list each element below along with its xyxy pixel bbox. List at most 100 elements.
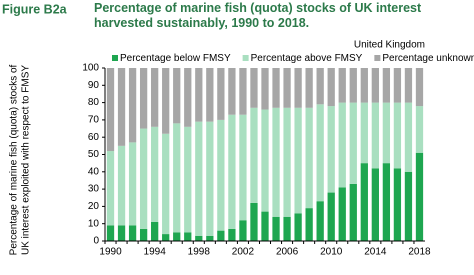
bar-segment	[206, 121, 214, 236]
bar-segment	[283, 107, 291, 217]
y-tick-label: 20	[88, 201, 100, 212]
bar-segment	[162, 133, 170, 235]
legend-label: Percentage below FMSY	[120, 53, 231, 64]
bar-segment	[316, 68, 324, 105]
bar-segment	[327, 106, 335, 193]
bar-segment	[173, 68, 181, 124]
bar-segment	[338, 187, 346, 241]
bar-segment	[151, 68, 159, 127]
bar-segment	[117, 68, 126, 146]
bar-segment	[327, 68, 335, 107]
bar-segment	[404, 171, 413, 241]
y-tick-label: 50	[88, 149, 100, 160]
bar-segment	[316, 201, 324, 241]
x-tick-label: 2014	[364, 247, 387, 258]
bar-segment	[261, 68, 269, 110]
bar-segment	[162, 68, 170, 134]
y-tick-label: 10	[88, 218, 100, 229]
bar-segment	[415, 68, 424, 107]
y-tick-label: 70	[88, 115, 100, 126]
bar-segment	[294, 107, 302, 214]
y-tick-label: 100	[82, 63, 99, 74]
y-tick-label: 0	[93, 236, 99, 247]
y-tick-label: 40	[88, 166, 100, 177]
bar-segment	[195, 235, 203, 241]
x-tick-label: 1998	[188, 247, 211, 258]
bar-segment	[106, 151, 115, 226]
bar-segment	[250, 107, 258, 203]
bar-segment	[371, 102, 379, 169]
bar-segment	[250, 202, 258, 241]
y-tick-label: 90	[88, 80, 100, 91]
bar-segment	[239, 68, 247, 115]
bar-segment	[393, 102, 402, 169]
bar-segment	[316, 104, 324, 202]
bar-segment	[239, 220, 247, 241]
bar-segment	[305, 107, 313, 209]
bar-segment	[349, 102, 357, 184]
bar-segment	[349, 183, 357, 241]
chart-title: Percentage of marine fish (quota) stocks…	[94, 1, 422, 30]
bar-segment	[151, 221, 159, 241]
bar-segment	[272, 216, 280, 241]
bar-segment	[371, 68, 379, 103]
bar-segment	[382, 163, 391, 241]
bar-segment	[360, 68, 368, 103]
title-box: Percentage of marine fish (quota) stocks…	[94, 1, 422, 30]
bar-segment	[184, 232, 192, 241]
x-tick-label: 2002	[232, 247, 255, 258]
bar-segment	[272, 68, 280, 108]
bar-segment	[415, 152, 424, 241]
bar-segment	[128, 225, 137, 241]
bar-segment	[217, 68, 225, 120]
bar-segment	[173, 232, 181, 241]
bar-segment	[106, 225, 115, 241]
bar-segment	[173, 123, 181, 233]
legend-swatch	[374, 55, 381, 61]
legend-swatch	[112, 55, 118, 61]
bar-segment	[206, 235, 214, 241]
bar-segment	[349, 68, 357, 103]
y-label-line: UK interest exploited with respect to FM…	[21, 65, 32, 255]
bar-segment	[139, 228, 148, 241]
bar-segment	[272, 107, 280, 217]
bar-segment	[195, 68, 203, 122]
legend-label: Percentage unknown	[382, 53, 474, 64]
bar-segment	[415, 106, 424, 153]
bar-segment	[338, 102, 346, 188]
x-tick-label: 1990	[99, 247, 122, 258]
bar-segment	[294, 213, 302, 241]
bar-segment	[393, 168, 402, 241]
bar-segment	[139, 68, 148, 129]
bar-segment	[382, 68, 391, 103]
x-tick-label: 1994	[144, 247, 167, 258]
bar-segment	[128, 68, 137, 143]
bar-segment	[283, 216, 291, 241]
bar-segment	[382, 102, 391, 164]
bar-segment	[393, 68, 402, 103]
bar-segment	[305, 68, 313, 108]
bar-segment	[404, 68, 413, 103]
y-label: Percentage of marine fish (quota) stocks…	[9, 64, 32, 255]
x-tick-label: 2006	[276, 247, 299, 258]
bar-segment	[283, 68, 291, 108]
bar-segment	[184, 126, 192, 233]
bar-segment	[206, 68, 214, 122]
bar-segment	[327, 192, 335, 241]
bar-segment	[217, 119, 225, 231]
legend-swatch	[242, 55, 249, 61]
subtitle: United Kingdom	[354, 40, 425, 51]
bar-segment	[117, 145, 126, 226]
bar-segment	[404, 102, 413, 172]
bar-segment	[117, 225, 126, 241]
bar-segment	[217, 230, 225, 241]
bar-segment	[139, 128, 148, 229]
bar-segment	[195, 121, 203, 236]
bar-segment	[250, 68, 258, 108]
bar-segment	[239, 114, 247, 221]
bar-segment	[228, 228, 236, 241]
y-label-line: Percentage of marine fish (quota) stocks…	[9, 64, 20, 255]
bar-segment	[228, 114, 236, 229]
